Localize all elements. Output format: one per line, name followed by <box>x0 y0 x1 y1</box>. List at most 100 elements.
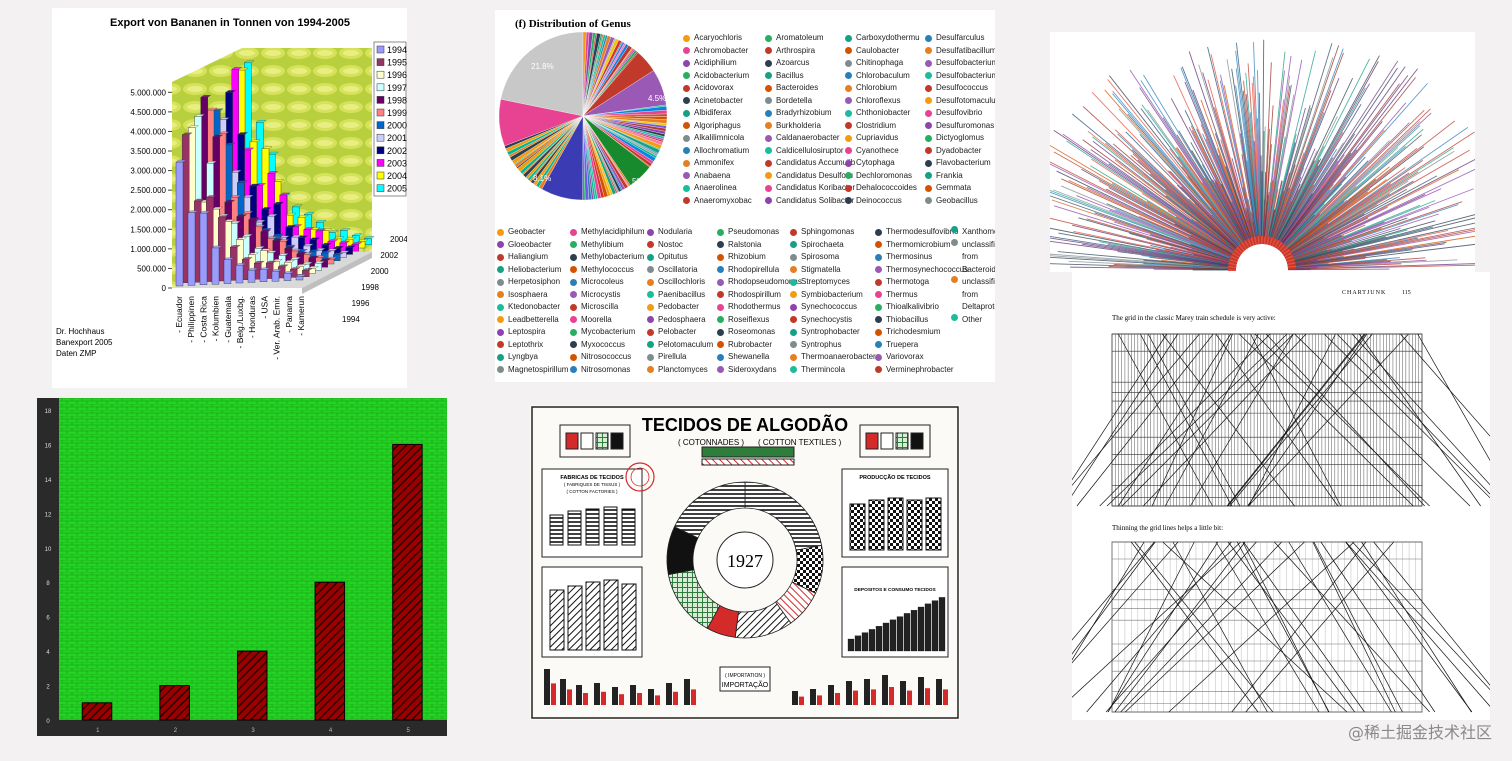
genus-legend-item: Nodularia <box>647 226 713 239</box>
genus-legend-item: Dyadobacter <box>925 145 995 158</box>
cotton-legend-right <box>859 424 931 458</box>
radial-line <box>1270 52 1344 246</box>
radial-line <box>1276 67 1398 249</box>
radial-line <box>1274 61 1379 248</box>
genus-legend-column: Desulfarculus Desulfatibacillum Desulfobac… <box>925 32 995 207</box>
banana-bar-top <box>193 198 205 202</box>
cotton-ring-segment <box>673 481 746 539</box>
green-x-axis: 1 2 3 4 5 <box>96 728 410 734</box>
legend-label: Flavobacterium <box>936 158 991 167</box>
legend-dot <box>875 266 882 274</box>
legend-dot <box>647 241 654 249</box>
radial-tick <box>1282 249 1291 256</box>
banana-bar <box>259 269 268 282</box>
radial-tick <box>1236 246 1244 254</box>
import-label: ( IMPORTATION ) <box>725 673 765 679</box>
banana-ytick: 2.000.000 <box>130 206 166 215</box>
legend-dot <box>647 316 654 324</box>
banana-bar-top <box>285 212 297 216</box>
genus-legend-item: Caulobacter <box>845 45 920 58</box>
marey-train-line <box>1107 541 1195 713</box>
radial-line <box>1287 229 1475 266</box>
radial-tick <box>1286 260 1296 265</box>
marey-train-line <box>1072 333 1179 497</box>
cotton-import-bar <box>630 685 636 705</box>
radial-tick <box>1257 236 1261 245</box>
legend-label: Thermotoga <box>886 277 930 286</box>
green-ytick: 4 <box>46 650 50 656</box>
cotton-consumption-bar <box>585 581 601 651</box>
legend-label: Oscillatoria <box>658 264 698 274</box>
cotton-import-bar <box>853 690 858 705</box>
legend-label: Other <box>962 314 983 324</box>
genus-legend-item: Pelotomaculum <box>647 339 713 352</box>
radial-line <box>1053 130 1241 256</box>
radial-tick <box>1275 240 1282 249</box>
banana-bar <box>271 271 280 282</box>
radial-tick <box>1232 252 1240 258</box>
banana-bar-top <box>332 252 344 255</box>
radial-tick <box>1231 253 1240 260</box>
genus-legend-item: Chloroflexus <box>845 95 920 108</box>
cotton-ring-segment <box>667 569 721 629</box>
legend-dot <box>765 159 772 167</box>
legend-dot <box>683 172 690 180</box>
marey-train-line <box>1243 541 1365 713</box>
genus-legend-column: Methylacidiphilum Methylibium Methylobacte… <box>570 226 645 376</box>
radial-tick <box>1234 247 1243 255</box>
cotton-production-bar <box>925 497 942 551</box>
legend-dot <box>717 253 724 261</box>
marey-train-line <box>1227 333 1366 507</box>
legend-label: Methylacidiphilum <box>581 227 645 236</box>
legend-dot <box>683 197 690 205</box>
genus-legend-item: Paenibacillus <box>647 289 713 302</box>
banana-legend-swatch <box>376 108 385 117</box>
banana-bar-top <box>303 227 315 230</box>
legend-dot <box>765 34 772 42</box>
banana-bar-top <box>307 266 319 269</box>
cotton-import-bar <box>799 696 804 705</box>
marey-train-line <box>1242 541 1329 713</box>
banana-bar-top <box>206 107 218 111</box>
banana-bar-top <box>236 180 248 183</box>
banana-ytick: 1.500.000 <box>130 225 166 234</box>
legend-label: Chlorobaculum <box>856 70 910 80</box>
marey-train-line <box>1373 541 1490 686</box>
cotton-legend-left <box>559 424 631 458</box>
marey-train-line <box>1134 541 1274 713</box>
cotton-consumption-bar <box>549 589 565 651</box>
genus-legend-item: Thermosynechococcus <box>875 264 968 277</box>
genus-legend-item: Thermosinus <box>875 251 968 264</box>
genus-legend-item: Desulfococcus <box>925 82 995 95</box>
legend-label: Anaerolinea <box>694 183 737 192</box>
cotton-import-bar <box>792 691 798 705</box>
legend-label: Azoarcus <box>776 58 810 67</box>
radial-line <box>1284 158 1475 259</box>
genus-legend-item: Rubrobacter <box>717 339 802 352</box>
genus-legend-item: Thermotoga <box>875 276 968 289</box>
cotton-factory-bar <box>567 510 582 546</box>
genus-legend-item: Planctomyces <box>647 364 713 377</box>
genus-legend-item: Pedosphaera <box>647 314 713 327</box>
legend-label: Algoriphagus <box>694 120 741 130</box>
marey-train-line <box>1250 333 1342 507</box>
marey-train-line <box>1236 541 1330 713</box>
genus-legend-item: Desulfobacterium <box>925 70 995 83</box>
pie-label-8-1: 8.1% <box>533 174 551 183</box>
legend-dot <box>951 226 958 233</box>
radial-line <box>1284 149 1470 258</box>
legend-label: Chitinophaga <box>856 58 904 67</box>
genus-legend-item: Myxococcus <box>570 339 645 352</box>
genus-legend-item: Isosphaera <box>497 289 568 302</box>
legend-label: Bradyrhizobium <box>776 108 832 117</box>
banana-legend-swatch <box>376 45 385 54</box>
legend-dot <box>717 278 724 286</box>
legend-dot <box>717 328 724 336</box>
legend-label: Pelotomaculum <box>658 339 714 349</box>
banana-y-axis: 0 500.000 1.000.000 1.500.000 2.000.000 2.500… <box>130 88 172 293</box>
radial-line <box>1287 230 1475 266</box>
green-bar <box>236 650 268 721</box>
genus-legend-item: Cyanothece <box>845 145 920 158</box>
radial-tick <box>1233 249 1242 256</box>
radial-tick <box>1274 240 1280 248</box>
